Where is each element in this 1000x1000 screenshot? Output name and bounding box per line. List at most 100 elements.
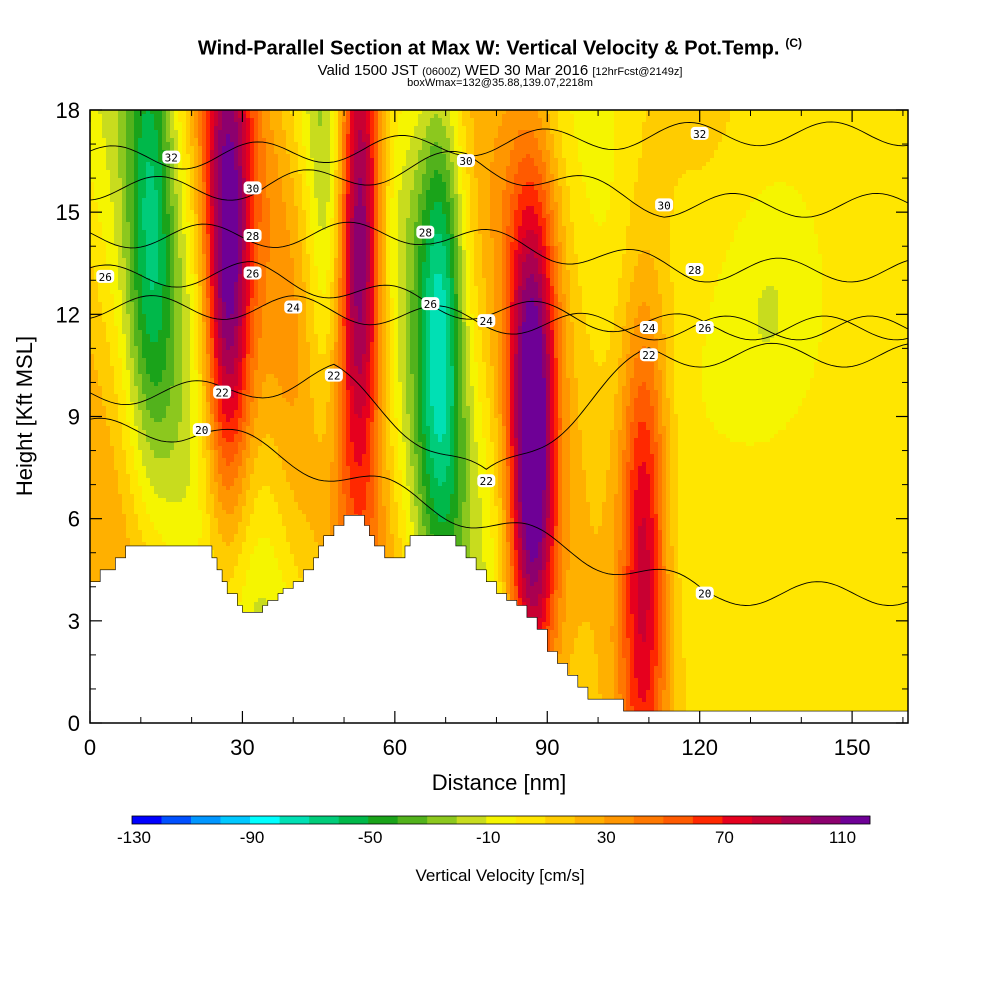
velocity-cell — [122, 414, 127, 419]
velocity-cell — [98, 186, 103, 191]
velocity-cell — [134, 522, 139, 527]
velocity-cell — [174, 506, 179, 511]
velocity-cell — [142, 458, 147, 463]
velocity-cell — [198, 366, 203, 371]
velocity-cell — [106, 218, 111, 223]
velocity-cell — [106, 306, 111, 311]
velocity-cell — [182, 114, 187, 119]
velocity-cell — [102, 562, 107, 567]
velocity-cell — [150, 518, 155, 523]
velocity-cell — [134, 510, 139, 515]
velocity-cell — [142, 306, 147, 311]
velocity-cell — [122, 442, 127, 447]
velocity-cell — [166, 178, 171, 183]
velocity-cell — [194, 230, 199, 235]
velocity-cell — [98, 406, 103, 411]
velocity-cell — [114, 486, 119, 491]
velocity-cell — [138, 466, 143, 471]
velocity-cell — [146, 514, 151, 519]
velocity-cell — [150, 326, 155, 331]
velocity-cell — [106, 518, 111, 523]
velocity-cell — [134, 454, 139, 459]
velocity-cell — [194, 234, 199, 239]
velocity-cell — [102, 390, 107, 395]
velocity-cell — [118, 350, 123, 355]
velocity-cell — [138, 454, 143, 459]
velocity-cell — [194, 314, 199, 319]
velocity-cell — [110, 530, 115, 535]
velocity-cell — [202, 282, 207, 287]
velocity-cell — [138, 342, 143, 347]
velocity-cell — [102, 306, 107, 311]
velocity-cell — [114, 138, 119, 143]
velocity-cell — [134, 342, 139, 347]
velocity-cell — [158, 126, 163, 131]
velocity-cell — [122, 362, 127, 367]
velocity-cell — [166, 494, 171, 499]
velocity-cell — [166, 310, 171, 315]
velocity-cell — [114, 170, 119, 175]
velocity-cell — [134, 290, 139, 295]
velocity-cell — [110, 250, 115, 255]
velocity-cell — [102, 338, 107, 343]
velocity-cell — [130, 266, 135, 271]
velocity-cell — [146, 414, 151, 419]
velocity-cell — [162, 474, 167, 479]
velocity-cell — [166, 246, 171, 251]
velocity-cell — [98, 246, 103, 251]
velocity-cell — [150, 358, 155, 363]
velocity-cell — [174, 390, 179, 395]
velocity-cell — [150, 502, 155, 507]
velocity-cell — [178, 246, 183, 251]
velocity-cell — [102, 546, 107, 551]
velocity-cell — [122, 142, 127, 147]
velocity-cell — [142, 426, 147, 431]
velocity-cell — [126, 326, 131, 331]
velocity-cell — [190, 526, 195, 531]
velocity-cell — [202, 266, 207, 271]
velocity-cell — [174, 366, 179, 371]
velocity-cell — [94, 390, 99, 395]
velocity-cell — [218, 306, 223, 311]
velocity-cell — [146, 178, 151, 183]
velocity-cell — [186, 470, 191, 475]
velocity-cell — [190, 242, 195, 247]
velocity-cell — [118, 470, 123, 475]
velocity-cell — [210, 114, 215, 119]
velocity-cell — [210, 246, 215, 251]
velocity-cell — [122, 222, 127, 227]
velocity-cell — [174, 254, 179, 259]
velocity-cell — [206, 298, 211, 303]
velocity-cell — [166, 314, 171, 319]
velocity-cell — [182, 314, 187, 319]
velocity-cell — [166, 222, 171, 227]
velocity-cell — [186, 430, 191, 435]
velocity-cell — [142, 146, 147, 151]
velocity-cell — [194, 530, 199, 535]
velocity-cell — [118, 222, 123, 227]
velocity-cell — [214, 218, 219, 223]
velocity-cell — [214, 478, 219, 483]
velocity-cell — [110, 490, 115, 495]
velocity-cell — [218, 162, 223, 167]
velocity-cell — [94, 190, 99, 195]
velocity-cell — [146, 526, 151, 531]
velocity-cell — [162, 322, 167, 327]
velocity-cell — [202, 498, 207, 503]
velocity-cell — [210, 206, 215, 211]
velocity-cell — [110, 214, 115, 219]
velocity-cell — [178, 462, 183, 467]
velocity-cell — [166, 366, 171, 371]
velocity-cell — [126, 506, 131, 511]
velocity-cell — [94, 334, 99, 339]
velocity-cell — [218, 286, 223, 291]
velocity-cell — [102, 522, 107, 527]
velocity-cell — [210, 518, 215, 523]
velocity-cell — [154, 414, 159, 419]
velocity-cell — [170, 414, 175, 419]
velocity-cell — [122, 294, 127, 299]
velocity-cell — [170, 210, 175, 215]
velocity-cell — [158, 134, 163, 139]
velocity-cell — [146, 194, 151, 199]
velocity-cell — [170, 382, 175, 387]
